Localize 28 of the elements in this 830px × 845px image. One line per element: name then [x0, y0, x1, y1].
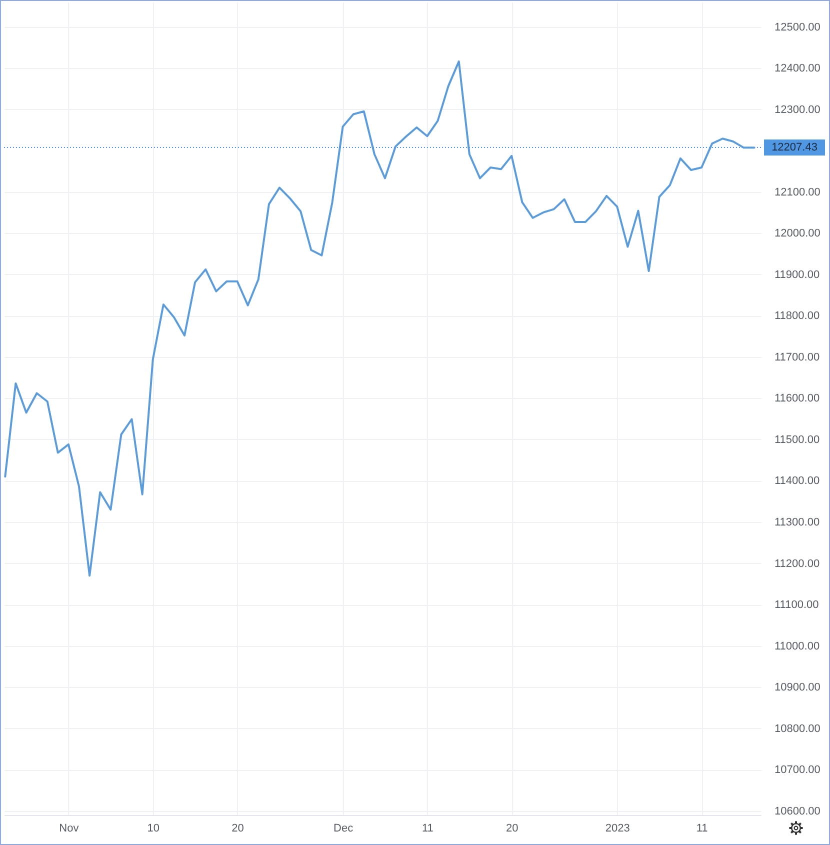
- y-tick-label: 11800.00: [774, 310, 820, 322]
- x-tick-label: 20: [232, 822, 244, 834]
- x-tick-label: 11: [422, 822, 434, 834]
- y-tick-label: 12400.00: [774, 62, 820, 75]
- y-tick-label: 11700.00: [774, 351, 820, 364]
- y-tick-label: 12500.00: [774, 21, 820, 34]
- y-tick-label: 11600.00: [774, 392, 820, 405]
- y-tick-label: 10700.00: [774, 764, 820, 776]
- y-tick-label: 11000.00: [774, 640, 820, 652]
- y-tick-label: 12300.00: [774, 104, 820, 116]
- x-tick-label: Nov: [59, 822, 80, 834]
- x-tick-label: 10: [147, 822, 160, 834]
- x-tick-label: 2023: [605, 822, 630, 834]
- x-tick-label: 11: [696, 822, 708, 834]
- ref-line-label: 12207.43: [772, 142, 818, 154]
- y-tick-label: 11300.00: [774, 516, 820, 528]
- y-tick-label: 10900.00: [774, 682, 820, 694]
- y-tick-label: 11500.00: [774, 434, 820, 446]
- x-tick-label: 20: [506, 822, 518, 834]
- x-tick-label: Dec: [334, 822, 354, 834]
- y-tick-label: 10600.00: [774, 805, 820, 818]
- y-tick-label: 11900.00: [774, 268, 820, 281]
- y-tick-label: 12100.00: [774, 186, 820, 198]
- y-tick-label: 12000.00: [774, 228, 820, 240]
- y-tick-label: 11400.00: [774, 475, 820, 488]
- y-tick-label: 10800.00: [774, 722, 820, 735]
- y-tick-label: 11200.00: [774, 558, 820, 570]
- y-tick-label: 11100.00: [774, 599, 819, 612]
